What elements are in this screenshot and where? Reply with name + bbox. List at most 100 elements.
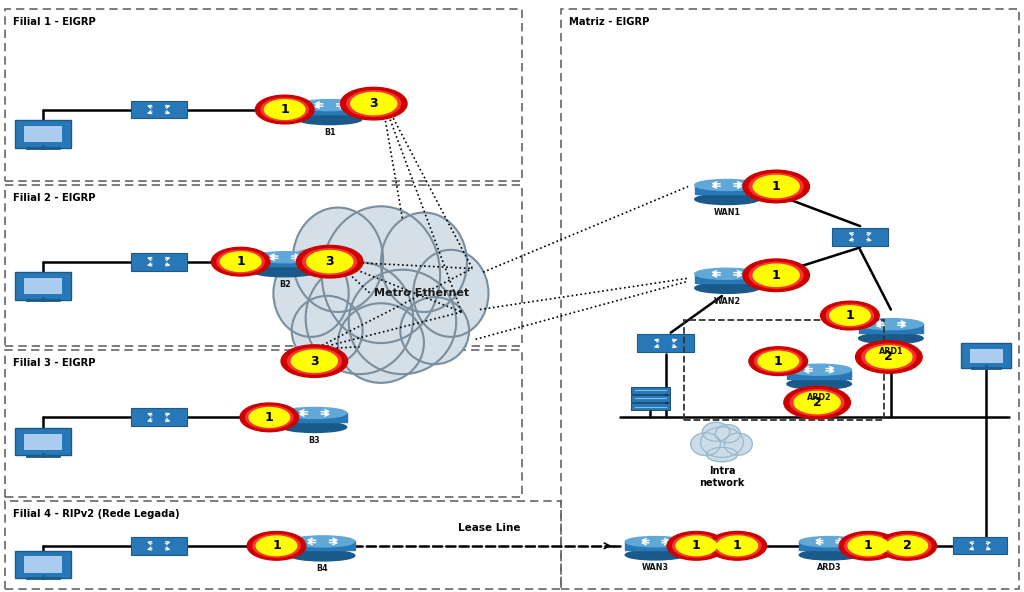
Text: Metro Ethernet: Metro Ethernet bbox=[375, 288, 469, 298]
PathPatch shape bbox=[694, 185, 759, 194]
Text: ARD1: ARD1 bbox=[879, 347, 903, 356]
Text: B4: B4 bbox=[316, 565, 329, 574]
Text: Filial 2 - EIGRP: Filial 2 - EIGRP bbox=[13, 193, 96, 203]
Ellipse shape bbox=[291, 350, 338, 372]
Ellipse shape bbox=[694, 268, 759, 279]
Text: 1: 1 bbox=[864, 539, 872, 552]
Text: 1: 1 bbox=[733, 539, 741, 552]
Ellipse shape bbox=[253, 535, 300, 557]
FancyBboxPatch shape bbox=[131, 101, 186, 118]
Ellipse shape bbox=[297, 99, 362, 111]
FancyBboxPatch shape bbox=[131, 253, 186, 271]
FancyBboxPatch shape bbox=[831, 228, 889, 246]
FancyBboxPatch shape bbox=[970, 349, 1002, 363]
Ellipse shape bbox=[217, 250, 264, 273]
Ellipse shape bbox=[708, 532, 767, 560]
Text: 3: 3 bbox=[370, 97, 378, 110]
Ellipse shape bbox=[240, 403, 299, 432]
Text: Intra
network: Intra network bbox=[699, 466, 744, 488]
Ellipse shape bbox=[347, 91, 400, 117]
Text: Lease Line: Lease Line bbox=[458, 523, 521, 533]
Ellipse shape bbox=[717, 536, 758, 555]
Text: 2: 2 bbox=[903, 539, 911, 552]
Text: Matriz - EIGRP: Matriz - EIGRP bbox=[569, 17, 649, 27]
Ellipse shape bbox=[381, 213, 467, 312]
PathPatch shape bbox=[253, 257, 317, 266]
Ellipse shape bbox=[261, 98, 308, 121]
Ellipse shape bbox=[800, 536, 859, 547]
PathPatch shape bbox=[626, 542, 685, 550]
Ellipse shape bbox=[307, 250, 352, 273]
Ellipse shape bbox=[787, 379, 852, 390]
Text: 1: 1 bbox=[265, 411, 273, 424]
Ellipse shape bbox=[845, 535, 892, 557]
Ellipse shape bbox=[707, 448, 737, 462]
Text: 1: 1 bbox=[272, 539, 281, 552]
PathPatch shape bbox=[282, 413, 346, 422]
Ellipse shape bbox=[848, 536, 889, 555]
Text: Filial 3 - EIGRP: Filial 3 - EIGRP bbox=[13, 358, 96, 368]
Ellipse shape bbox=[340, 88, 407, 120]
FancyBboxPatch shape bbox=[961, 343, 1012, 368]
FancyBboxPatch shape bbox=[631, 403, 670, 410]
Ellipse shape bbox=[256, 536, 297, 555]
Ellipse shape bbox=[749, 347, 808, 375]
Text: Filial 1 - EIGRP: Filial 1 - EIGRP bbox=[13, 17, 96, 27]
Ellipse shape bbox=[297, 246, 364, 278]
Text: B1: B1 bbox=[324, 128, 336, 137]
Text: 2: 2 bbox=[813, 396, 821, 409]
Text: 3: 3 bbox=[326, 255, 334, 268]
Ellipse shape bbox=[350, 92, 397, 115]
Text: Filial 4 - RIPv2 (Rede Legada): Filial 4 - RIPv2 (Rede Legada) bbox=[13, 509, 180, 519]
Ellipse shape bbox=[291, 551, 355, 561]
Ellipse shape bbox=[758, 352, 799, 371]
Text: 1: 1 bbox=[772, 269, 780, 282]
Text: 1: 1 bbox=[692, 539, 700, 552]
Ellipse shape bbox=[694, 194, 759, 204]
Ellipse shape bbox=[755, 350, 802, 372]
FancyBboxPatch shape bbox=[25, 278, 61, 294]
Ellipse shape bbox=[700, 427, 743, 458]
Ellipse shape bbox=[829, 306, 870, 326]
Ellipse shape bbox=[220, 252, 261, 271]
Ellipse shape bbox=[211, 247, 270, 276]
PathPatch shape bbox=[694, 274, 759, 283]
Ellipse shape bbox=[750, 262, 803, 288]
Ellipse shape bbox=[348, 270, 457, 374]
Text: B2: B2 bbox=[279, 281, 291, 289]
FancyBboxPatch shape bbox=[15, 551, 71, 578]
Text: 2: 2 bbox=[885, 350, 893, 363]
Ellipse shape bbox=[673, 535, 720, 557]
Ellipse shape bbox=[714, 535, 761, 557]
Ellipse shape bbox=[282, 422, 346, 432]
Ellipse shape bbox=[694, 179, 759, 191]
Ellipse shape bbox=[291, 536, 355, 547]
Ellipse shape bbox=[694, 283, 759, 293]
Ellipse shape bbox=[293, 208, 383, 312]
Ellipse shape bbox=[716, 424, 740, 443]
Text: WAN1: WAN1 bbox=[714, 208, 740, 217]
Ellipse shape bbox=[858, 318, 924, 330]
Ellipse shape bbox=[282, 407, 346, 419]
Ellipse shape bbox=[791, 390, 844, 416]
FancyBboxPatch shape bbox=[637, 334, 694, 352]
Ellipse shape bbox=[750, 173, 803, 200]
Ellipse shape bbox=[338, 303, 424, 383]
Ellipse shape bbox=[862, 344, 915, 370]
FancyBboxPatch shape bbox=[631, 395, 670, 402]
PathPatch shape bbox=[291, 541, 355, 551]
Ellipse shape bbox=[839, 532, 898, 560]
FancyBboxPatch shape bbox=[25, 434, 61, 450]
FancyBboxPatch shape bbox=[25, 126, 61, 142]
Ellipse shape bbox=[826, 304, 873, 327]
Ellipse shape bbox=[754, 175, 799, 198]
Text: 1: 1 bbox=[846, 309, 854, 322]
Ellipse shape bbox=[288, 348, 341, 374]
FancyBboxPatch shape bbox=[631, 387, 670, 394]
Text: 1: 1 bbox=[774, 355, 782, 368]
Ellipse shape bbox=[273, 250, 348, 337]
Ellipse shape bbox=[743, 259, 809, 291]
Ellipse shape bbox=[264, 100, 305, 120]
Ellipse shape bbox=[305, 262, 413, 374]
FancyBboxPatch shape bbox=[15, 428, 71, 455]
